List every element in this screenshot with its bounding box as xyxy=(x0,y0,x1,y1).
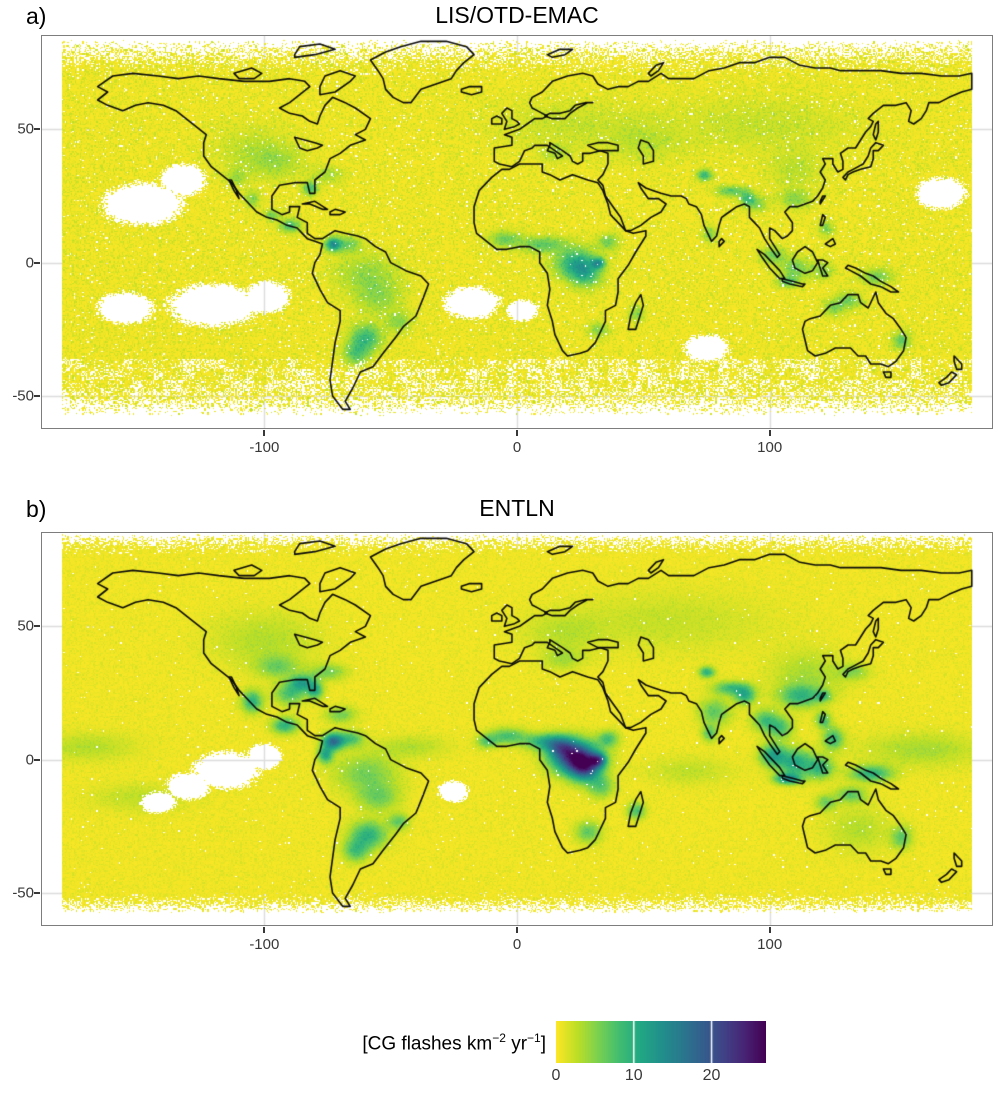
y-axis-tick-label: 0 xyxy=(25,254,34,272)
panel-b-plot-area xyxy=(41,532,993,926)
y-axis-tick xyxy=(34,395,40,397)
x-axis-tick-label: -100 xyxy=(249,936,280,953)
y-axis-tick xyxy=(34,128,40,131)
x-axis-tick-label: 100 xyxy=(757,439,783,456)
panel-a-plot-area xyxy=(41,35,993,429)
panel-a-title: LIS/OTD-EMAC xyxy=(435,2,599,28)
x-axis-tick xyxy=(516,927,518,933)
colorbar-label-superscript: −2 xyxy=(492,1031,506,1045)
panel-a-label: a) xyxy=(26,3,47,29)
colorbar xyxy=(556,1021,766,1063)
x-axis-tick xyxy=(768,927,771,933)
map-canvas-b xyxy=(42,533,992,925)
y-axis-tick-label: 0 xyxy=(25,751,34,769)
y-axis-tick xyxy=(34,261,40,264)
y-axis-tick xyxy=(34,758,40,761)
panel-b-label: b) xyxy=(26,496,47,522)
panel-b-title: ENTLN xyxy=(479,495,555,521)
colorbar-label-superscript: −1 xyxy=(527,1031,541,1045)
map-canvas-a xyxy=(42,36,992,428)
y-axis-tick-label: 50 xyxy=(17,120,34,138)
colorbar-tick-label: 20 xyxy=(702,1067,721,1084)
x-axis-tick-label: 0 xyxy=(512,439,522,456)
colorbar-label-text: [CG flashes km xyxy=(362,1033,493,1055)
colorbar-label-text: yr xyxy=(505,1033,528,1055)
y-axis-tick xyxy=(34,625,40,628)
y-axis-tick-label: -50 xyxy=(12,387,34,405)
colorbar-label-text: ] xyxy=(540,1033,546,1055)
x-axis-tick xyxy=(768,430,771,436)
colorbar-label: [CG flashes km−2 yr−1] xyxy=(270,1031,546,1055)
y-axis-tick xyxy=(34,892,40,894)
y-axis-tick-label: 50 xyxy=(17,617,34,635)
x-axis-tick-label: -100 xyxy=(249,439,280,456)
x-axis-tick-label: 0 xyxy=(512,936,522,953)
colorbar-tick-label: 0 xyxy=(551,1067,561,1084)
y-axis-tick-label: -50 xyxy=(12,884,34,902)
x-axis-tick-label: 100 xyxy=(757,936,783,953)
colorbar-gradient xyxy=(556,1021,766,1063)
x-axis-tick xyxy=(263,927,266,933)
x-axis-tick xyxy=(516,430,518,436)
colorbar-tick-label: 10 xyxy=(624,1067,643,1084)
x-axis-tick xyxy=(263,430,266,436)
